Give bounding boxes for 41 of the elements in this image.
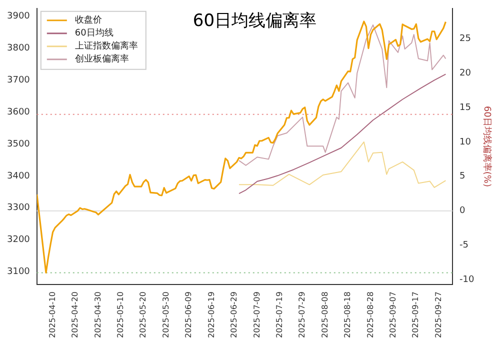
legend-label: 上证指数偏离率 (74, 40, 138, 52)
y2-tick-label: 20 (460, 68, 472, 78)
x-tick-label: 2025-05-10 (116, 292, 126, 338)
y-tick-label: 3700 (7, 76, 30, 86)
y2-tick-label: 25 (460, 34, 471, 44)
y2-tick-label: 5 (460, 172, 466, 182)
legend-label: 收盘价 (74, 14, 102, 26)
y-tick-label: 3800 (7, 44, 30, 54)
x-tick-label: 2025-08-28 (366, 292, 375, 338)
y-tick-label: 3100 (7, 267, 30, 278)
y-tick-label: 3200 (7, 235, 30, 246)
x-tick-label: 2025-07-19 (274, 292, 284, 338)
y-tick-label: 3300 (7, 203, 30, 214)
chart-title: 60日均线偏离率 (192, 10, 317, 31)
x-tick-label: 2025-09-17 (411, 292, 420, 338)
y-tick-label: 3500 (7, 139, 30, 150)
y2-tick-label: 15 (460, 102, 471, 113)
x-tick-label: 2025-06-29 (230, 292, 239, 338)
x-tick-label: 2025-09-27 (434, 292, 443, 338)
legend-label: 创业板偏离率 (74, 54, 129, 65)
y-tick-label: 3900 (7, 12, 30, 22)
y2-tick-label: -5 (460, 240, 468, 251)
x-tick-label: 2025-06-09 (184, 292, 194, 338)
y2-tick-label: 10 (460, 137, 472, 148)
x-tick-label: 2025-07-09 (252, 292, 262, 338)
x-tick-label: 2025-07-29 (298, 292, 307, 338)
y-tick-label: 3600 (7, 107, 30, 118)
x-tick-label: 2025-06-19 (206, 292, 216, 338)
x-tick-label: 2025-04-20 (70, 292, 80, 338)
y-tick-label: 3400 (7, 171, 30, 182)
y2-axis-title: 60日均线偏离率(%) (481, 106, 492, 187)
x-tick-label: 2025-09-07 (388, 292, 398, 338)
y2-tick-label: -10 (460, 275, 474, 286)
x-tick-label: 2025-08-18 (343, 292, 352, 338)
x-tick-label: 2025-04-30 (93, 292, 102, 338)
x-tick-label: 2025-05-30 (161, 292, 170, 338)
legend-label: 60日均线 (74, 28, 114, 39)
x-tick-label: 2025-05-20 (138, 292, 148, 338)
y2-tick-label: 0 (460, 206, 466, 216)
x-tick-label: 2025-04-10 (48, 292, 57, 338)
x-tick-label: 2025-08-08 (320, 292, 330, 338)
